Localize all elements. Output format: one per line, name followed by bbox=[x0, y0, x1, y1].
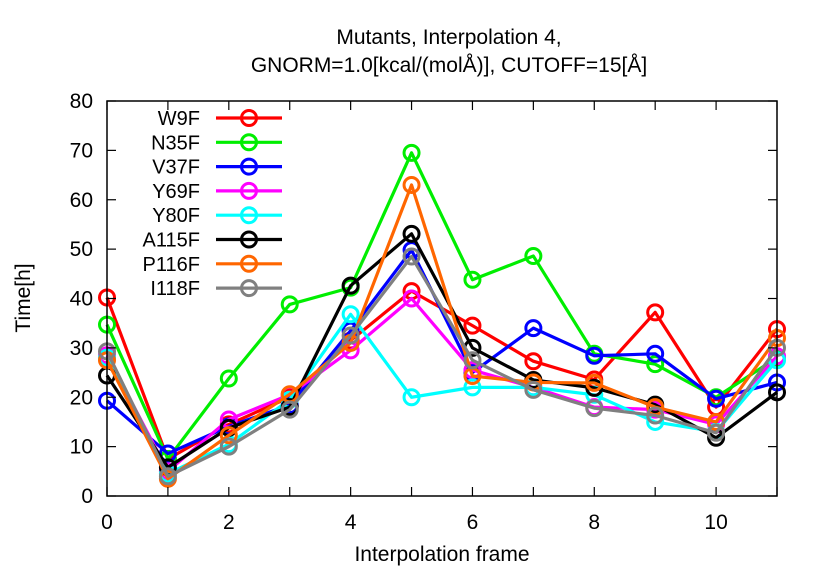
y-tick-label: 70 bbox=[70, 139, 93, 162]
legend-entry: V37F bbox=[152, 157, 282, 179]
data-point bbox=[219, 437, 238, 456]
chart-title-line-1: Mutants, Interpolation 4, bbox=[336, 26, 561, 49]
series-i118f bbox=[98, 247, 786, 486]
plot-frame bbox=[106, 100, 778, 497]
series-line bbox=[105, 232, 778, 469]
legend-marker bbox=[240, 230, 258, 249]
legend-marker bbox=[240, 279, 258, 298]
data-point bbox=[524, 380, 543, 399]
data-point bbox=[646, 406, 665, 425]
data-point bbox=[219, 426, 238, 445]
legend-label: Y69F bbox=[152, 181, 200, 203]
data-point bbox=[463, 378, 482, 397]
data-point bbox=[585, 399, 604, 418]
data-point bbox=[402, 247, 421, 266]
x-axis-label: Interpolation frame bbox=[354, 543, 529, 566]
data-point bbox=[524, 247, 543, 266]
data-point bbox=[524, 352, 543, 371]
y-tick-label: 30 bbox=[70, 337, 93, 360]
legend-marker bbox=[240, 157, 258, 176]
data-point bbox=[402, 388, 421, 407]
legend-marker bbox=[240, 181, 258, 200]
legend-marker bbox=[240, 206, 258, 225]
legend-marker bbox=[240, 109, 258, 127]
y-axis-label: Time[h] bbox=[12, 263, 35, 332]
tick-layer: 0 10 20 30 40 50 60 70 80 0 2 4 6 8 10 bbox=[70, 90, 778, 534]
data-point bbox=[585, 346, 604, 365]
data-point bbox=[158, 467, 177, 486]
x-tick-label: 8 bbox=[588, 511, 600, 534]
legend-marker bbox=[240, 254, 258, 273]
legend-entry: N35F bbox=[151, 132, 282, 154]
series-line bbox=[105, 312, 779, 476]
chart-title-line-2: GNORM=1.0[kcal/(molÅ)], CUTOFF=15[Å] bbox=[251, 54, 647, 77]
x-tick-label: 10 bbox=[704, 511, 727, 534]
legend-label: W9F bbox=[158, 108, 200, 130]
data-point bbox=[463, 351, 482, 370]
data-point bbox=[646, 355, 665, 374]
data-point bbox=[402, 175, 421, 194]
legend-label: N35F bbox=[151, 132, 200, 154]
data-point bbox=[646, 303, 665, 322]
data-point bbox=[646, 344, 665, 363]
legend-label: P116F bbox=[143, 254, 200, 276]
series-layer bbox=[98, 143, 786, 488]
data-point bbox=[341, 276, 360, 295]
legend-label: A115F bbox=[143, 230, 200, 252]
series-line bbox=[105, 151, 778, 461]
data-point bbox=[219, 369, 238, 388]
data-point bbox=[585, 373, 604, 392]
x-tick-label: 2 bbox=[223, 511, 235, 534]
legend-entry: Y80F bbox=[152, 205, 282, 227]
data-point bbox=[707, 389, 726, 408]
data-point bbox=[341, 326, 360, 345]
y-tick-label: 20 bbox=[70, 386, 93, 409]
y-tick-label: 80 bbox=[70, 90, 93, 113]
x-tick-label: 0 bbox=[101, 511, 113, 534]
data-point bbox=[707, 423, 726, 442]
data-point bbox=[402, 224, 421, 243]
series-line bbox=[105, 296, 779, 473]
data-point bbox=[402, 143, 421, 162]
legend-entry: A115F bbox=[143, 230, 282, 252]
y-tick-label: 50 bbox=[70, 238, 93, 261]
legend-marker bbox=[240, 133, 258, 152]
data-point bbox=[280, 295, 299, 314]
x-tick-label: 6 bbox=[467, 511, 479, 534]
data-point bbox=[341, 305, 360, 324]
y-tick-label: 40 bbox=[70, 288, 93, 311]
legend-label: I118F bbox=[150, 278, 200, 300]
y-tick-label: 0 bbox=[81, 485, 93, 508]
x-tick-label: 4 bbox=[345, 511, 357, 534]
y-tick-label: 60 bbox=[70, 189, 93, 212]
legend-entry: I118F bbox=[150, 278, 282, 300]
legend-entry: Y69F bbox=[152, 181, 282, 203]
data-point bbox=[463, 270, 482, 289]
legend-label: Y80F bbox=[152, 205, 200, 227]
data-point bbox=[524, 319, 543, 338]
legend-entry: P116F bbox=[143, 254, 282, 276]
series-y69f bbox=[98, 289, 786, 481]
y-tick-label: 10 bbox=[70, 436, 93, 459]
data-point bbox=[463, 316, 482, 335]
legend-entry: W9F bbox=[158, 108, 282, 130]
data-point bbox=[280, 400, 299, 419]
series-line bbox=[105, 183, 779, 481]
data-point bbox=[402, 289, 421, 308]
series-line bbox=[105, 254, 779, 478]
legend-label: V37F bbox=[152, 157, 200, 179]
